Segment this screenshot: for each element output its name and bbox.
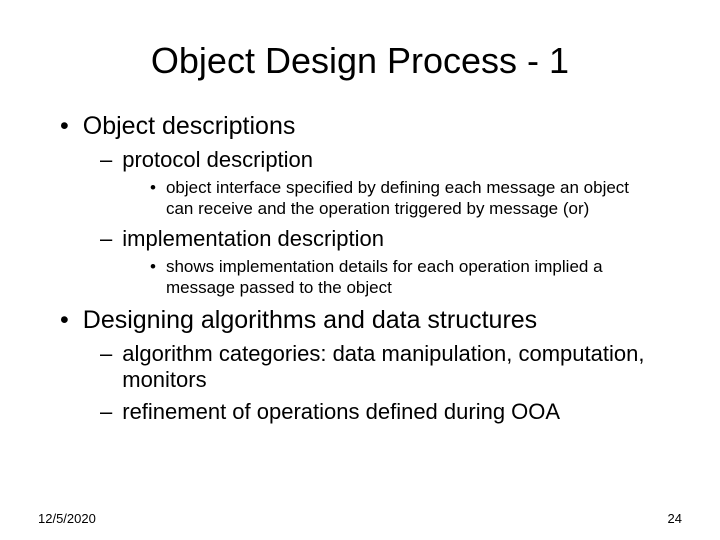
dash-marker-icon: – — [100, 226, 112, 252]
footer-page-number: 24 — [668, 511, 682, 526]
bullet-marker-icon: • — [60, 306, 69, 335]
bullet-marker-icon: • — [150, 177, 156, 220]
bullet-text: Designing algorithms and data structures — [83, 306, 537, 335]
dash-marker-icon: – — [100, 341, 112, 393]
slide-title: Object Design Process - 1 — [50, 40, 670, 82]
bullet-text: refinement of operations defined during … — [122, 399, 560, 425]
bullet-text: shows implementation details for each op… — [166, 256, 640, 299]
dash-marker-icon: – — [100, 147, 112, 173]
bullet-level1: • Designing algorithms and data structur… — [60, 306, 670, 335]
slide-footer: 12/5/2020 24 — [38, 511, 682, 526]
bullet-text: implementation description — [122, 226, 384, 252]
bullet-level3: • object interface specified by defining… — [150, 177, 640, 220]
slide-container: Object Design Process - 1 • Object descr… — [0, 0, 720, 540]
bullet-level1: • Object descriptions — [60, 112, 670, 141]
bullet-text: Object descriptions — [83, 112, 296, 141]
bullet-text: object interface specified by defining e… — [166, 177, 640, 220]
bullet-marker-icon: • — [60, 112, 69, 141]
dash-marker-icon: – — [100, 399, 112, 425]
bullet-level2: – implementation description — [100, 226, 670, 252]
bullet-text: protocol description — [122, 147, 313, 173]
footer-date: 12/5/2020 — [38, 511, 96, 526]
bullet-level3: • shows implementation details for each … — [150, 256, 640, 299]
bullet-marker-icon: • — [150, 256, 156, 299]
bullet-level2: – protocol description — [100, 147, 670, 173]
bullet-text: algorithm categories: data manipulation,… — [122, 341, 670, 393]
bullet-level2: – algorithm categories: data manipulatio… — [100, 341, 670, 393]
bullet-level2: – refinement of operations defined durin… — [100, 399, 670, 425]
